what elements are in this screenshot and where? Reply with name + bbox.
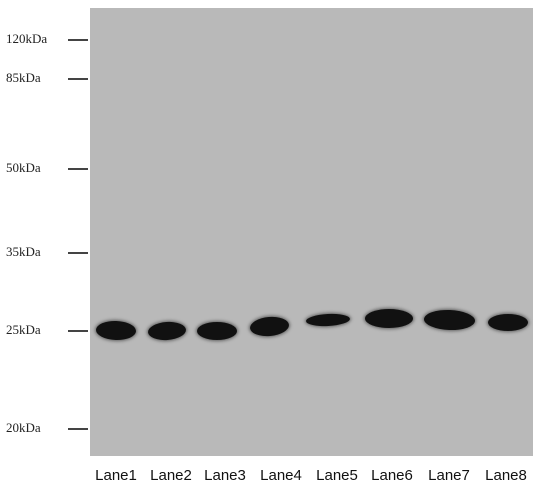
lane-label-3: Lane3	[204, 467, 246, 484]
marker-50kda: 50kDa	[0, 160, 89, 176]
marker-85kda: 85kDa	[0, 70, 89, 86]
lane-label-4: Lane4	[260, 467, 302, 484]
marker-tick	[68, 168, 88, 170]
marker-label: 25kDa	[6, 322, 41, 337]
band-lane8	[488, 314, 528, 331]
marker-label: 20kDa	[6, 420, 41, 435]
band-lane6	[365, 309, 413, 328]
lane-label-1: Lane1	[95, 467, 137, 484]
band-lane1	[95, 320, 137, 341]
marker-tick	[68, 39, 88, 41]
band-lane7	[423, 309, 476, 331]
band-lane5	[305, 312, 351, 328]
band-lane2	[147, 320, 187, 342]
marker-35kda: 35kDa	[0, 244, 89, 260]
lane-label-7: Lane7	[428, 467, 470, 484]
marker-120kda: 120kDa	[0, 31, 89, 47]
marker-label: 85kDa	[6, 70, 41, 85]
marker-20kda: 20kDa	[0, 420, 89, 436]
band-lane3	[197, 322, 237, 340]
lane-label-5: Lane5	[316, 467, 358, 484]
lane-label-2: Lane2	[150, 467, 192, 484]
band-lane4	[249, 315, 290, 338]
lane-label-8: Lane8	[485, 467, 527, 484]
marker-tick	[68, 330, 88, 332]
marker-label: 50kDa	[6, 160, 41, 175]
marker-label: 35kDa	[6, 244, 41, 259]
lane-label-6: Lane6	[371, 467, 413, 484]
marker-label: 120kDa	[6, 31, 48, 46]
marker-tick	[68, 78, 88, 80]
marker-25kda: 25kDa	[0, 322, 89, 338]
western-blot-membrane	[90, 8, 533, 456]
marker-tick	[68, 252, 88, 254]
marker-tick	[68, 428, 88, 430]
